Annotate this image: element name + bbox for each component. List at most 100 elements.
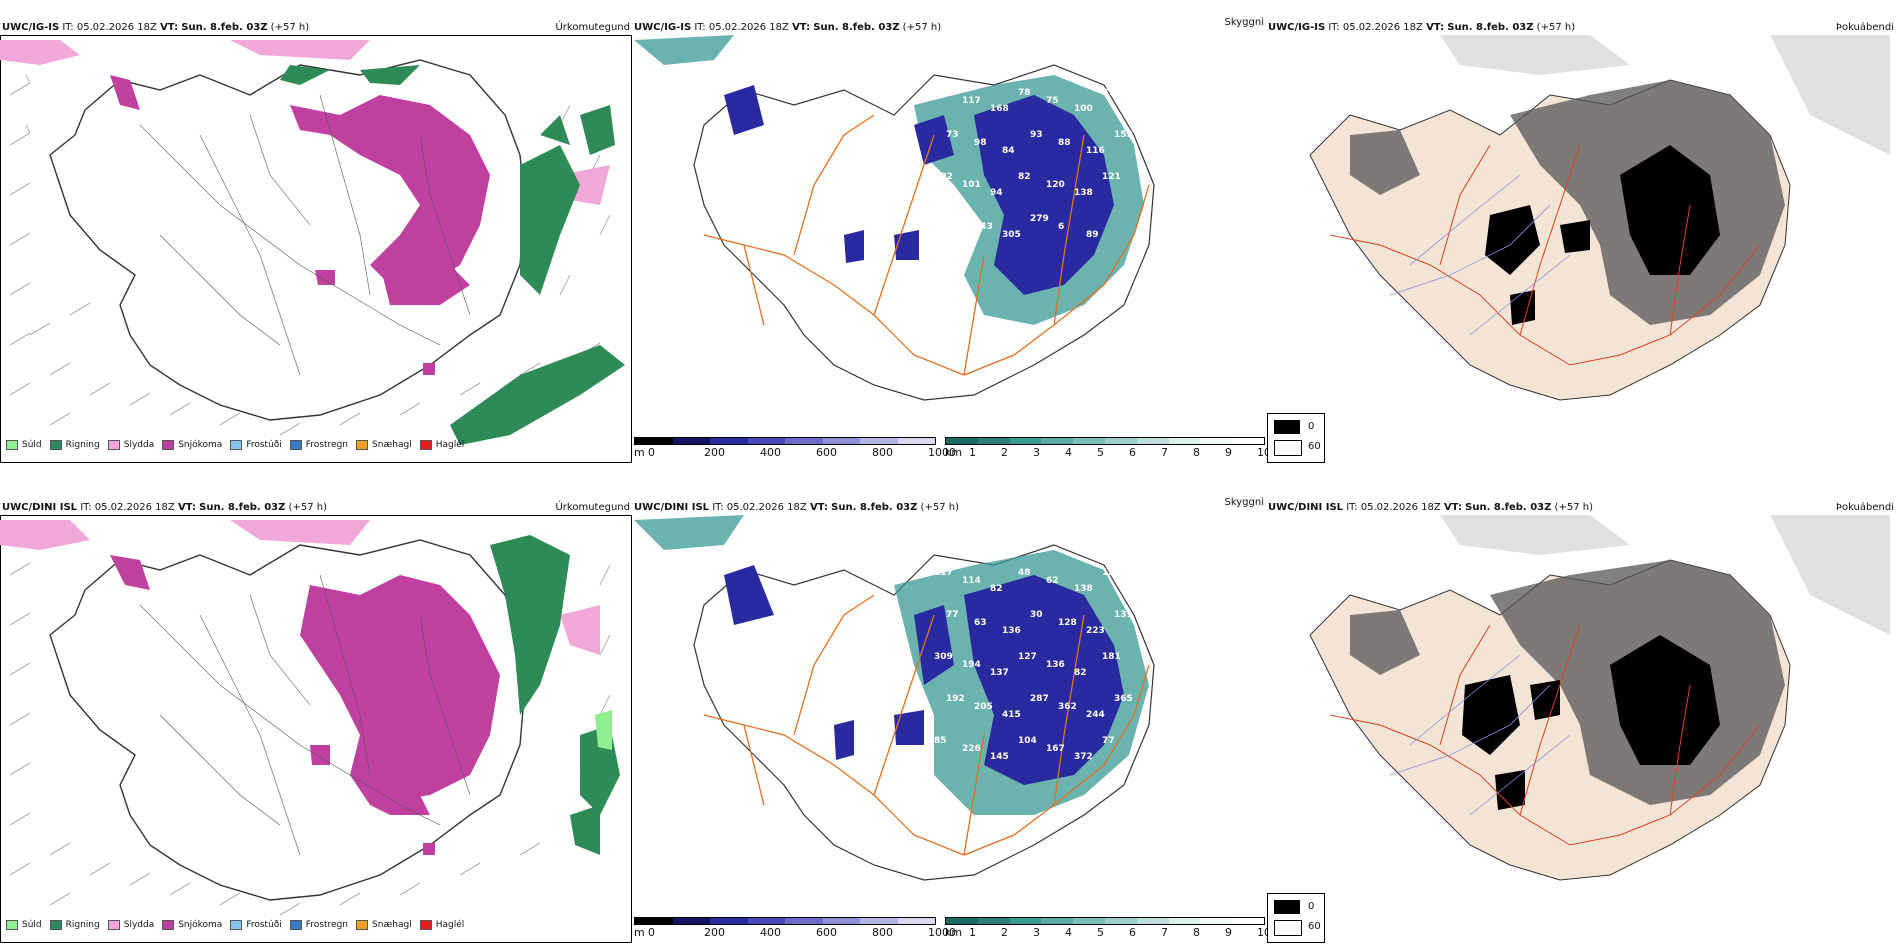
snow-depth-label: 101 <box>962 180 981 190</box>
snow-unit: m <box>634 446 645 459</box>
colorbar-tick: 1 <box>969 446 976 459</box>
legend-label: Snjókoma <box>178 920 223 930</box>
init-time: 05.02.2026 18Z <box>94 502 175 513</box>
snow-depth-label: 181 <box>1102 652 1121 662</box>
fog-key-dark: 0 <box>1308 901 1315 912</box>
snow-depth-label: 75 <box>1046 96 1059 106</box>
field-name: Skyggni <box>1224 497 1264 508</box>
snow-depth-label: 93 <box>1030 130 1043 140</box>
snow-depth-label: 82 <box>1074 668 1087 678</box>
fog-key-light: 60 <box>1308 441 1321 452</box>
legend-label: Snjókoma <box>178 440 223 450</box>
snow-depth-label: 77 <box>1102 736 1115 746</box>
snow-depth-label: 205 <box>974 702 993 712</box>
legend-item: Snæhagl <box>356 920 412 930</box>
snow-depth-label: 194 <box>962 660 981 670</box>
vt-label: VT: <box>177 502 196 513</box>
it-label: IT: <box>712 502 724 513</box>
vis-unit: km <box>945 926 963 939</box>
snow-depth-label: 89 <box>1086 230 1099 240</box>
legend-swatch <box>6 440 18 450</box>
fog-rivers <box>1389 654 1571 816</box>
snow-depth-label: 192 <box>946 694 965 704</box>
snow-depth-label: 73 <box>946 130 959 140</box>
snow-depth-label: 310 <box>946 214 965 224</box>
lead-time: (+57 h) <box>1554 502 1593 513</box>
legend-label: Rigning <box>65 920 100 930</box>
snow-depth-labels: 117 114 82 48 62 138 125 77 63 136 30 128 223 131 309 1… <box>934 568 1133 762</box>
init-time: 05.02.2026 18Z <box>1342 22 1423 33</box>
field-name: Þokuábendi <box>1835 502 1894 513</box>
snow-areas <box>110 75 490 375</box>
model-name: UWC/IG-IS <box>634 22 692 33</box>
colorbar-tick: 9 <box>1225 926 1232 939</box>
snow-depth-label: 94 <box>990 188 1003 198</box>
visibility-blue <box>724 565 1124 785</box>
colorbar-tick: 1000 <box>928 926 956 939</box>
model-name: UWC/DINI ISL <box>2 502 78 513</box>
legend-swatch <box>230 920 243 930</box>
model-name: UWC/IG-IS <box>2 22 60 33</box>
roads-and-rivers <box>139 574 471 856</box>
snow-depth-label: 145 <box>990 752 1009 762</box>
colorbar-tick: 600 <box>816 926 837 939</box>
snow-depth-label: 87 <box>1102 88 1115 98</box>
legend-item: Súld <box>6 920 42 930</box>
road-network <box>703 114 1150 376</box>
snow-depth-label: 117 <box>962 96 981 106</box>
snow-depth-label: 82 <box>990 584 1003 594</box>
lead-time: (+57 h) <box>1536 22 1576 33</box>
valid-time: Sun. 8.feb. 03Z <box>1447 22 1534 33</box>
fog-key: 0 60 <box>1267 893 1325 943</box>
colorbar-tick: 800 <box>872 926 893 939</box>
legend-item: Snjókoma <box>162 440 222 450</box>
legend-label: Frostregn <box>305 920 349 930</box>
snow-depth-label: 98 <box>974 138 987 148</box>
legend-swatch <box>107 920 120 930</box>
fog-black <box>1485 145 1720 325</box>
colorbar-tick: 1000 <box>928 446 956 459</box>
legend-item: Súld <box>6 440 42 450</box>
colorbar-tick: 800 <box>872 446 893 459</box>
vt-label: VT: <box>809 502 828 513</box>
colorbar-tick: 9 <box>1225 446 1232 459</box>
colorbar-tick: 6 <box>1129 446 1136 459</box>
legend-item: Frostregn <box>289 440 349 450</box>
snow-depth-label: 102 <box>934 172 953 182</box>
snow-depth-label: 136 <box>1046 660 1065 670</box>
snow-depth-label: 100 <box>1074 104 1093 114</box>
snow-depth-label: 6 <box>1058 222 1064 232</box>
snow-depth-label: 287 <box>1030 694 1049 704</box>
vis-unit: km <box>945 446 963 459</box>
legend-label: Rigning <box>65 440 100 450</box>
legend-label: Slydda <box>123 920 155 930</box>
model-name: UWC/IG-IS <box>1268 22 1326 33</box>
legend-label: Frostúði <box>246 440 282 450</box>
fog-offshore <box>1440 35 1890 155</box>
visibility-map: 136 117 168 78 75 100 87 73 98 84 93 88 116 153 102 101… <box>634 35 1155 401</box>
snow-depth-label: 116 <box>1086 146 1105 156</box>
snow-depth-label: 136 <box>934 88 953 98</box>
legend-swatch <box>356 440 369 450</box>
visibility-colorbar: km 1 2 3 4 5 6 7 8 9 10 <box>945 917 1271 941</box>
colorbar-tick: 4 <box>1065 926 1072 939</box>
snow-depth-colorbar: m 0 200 400 600 800 1000 <box>634 917 956 941</box>
legend-item: Frostregn <box>289 920 349 930</box>
colorbar-tick: 4 <box>1065 446 1072 459</box>
colorbar-tick: 2 <box>1001 446 1008 459</box>
fog-offshore <box>1440 515 1890 635</box>
sleet-areas <box>0 520 600 655</box>
lead-time: (+57 h) <box>270 22 310 33</box>
row-ig-is: UWC/IG-IS IT: 05.02.2026 18Z VT: Sun. 8.… <box>0 0 1900 470</box>
legend-label: Haglél <box>435 920 465 930</box>
legend-swatch <box>419 440 432 450</box>
init-time: 05.02.2026 18Z <box>1360 502 1441 513</box>
legend-label: Frostregn <box>305 440 349 450</box>
snow-depth-label: 372 <box>1074 752 1093 762</box>
snow-depth-label: 365 <box>1114 694 1133 704</box>
legend-swatch <box>6 920 18 930</box>
visibility-map: 117 114 82 48 62 138 125 77 63 136 30 128 223 131 309 1… <box>634 515 1155 881</box>
visibility-colorbar: km 1 2 3 4 5 6 7 8 9 10 <box>945 437 1271 461</box>
snow-depth-label: 244 <box>1086 710 1105 720</box>
valid-time: Sun. 8.feb. 03Z <box>1465 502 1552 513</box>
